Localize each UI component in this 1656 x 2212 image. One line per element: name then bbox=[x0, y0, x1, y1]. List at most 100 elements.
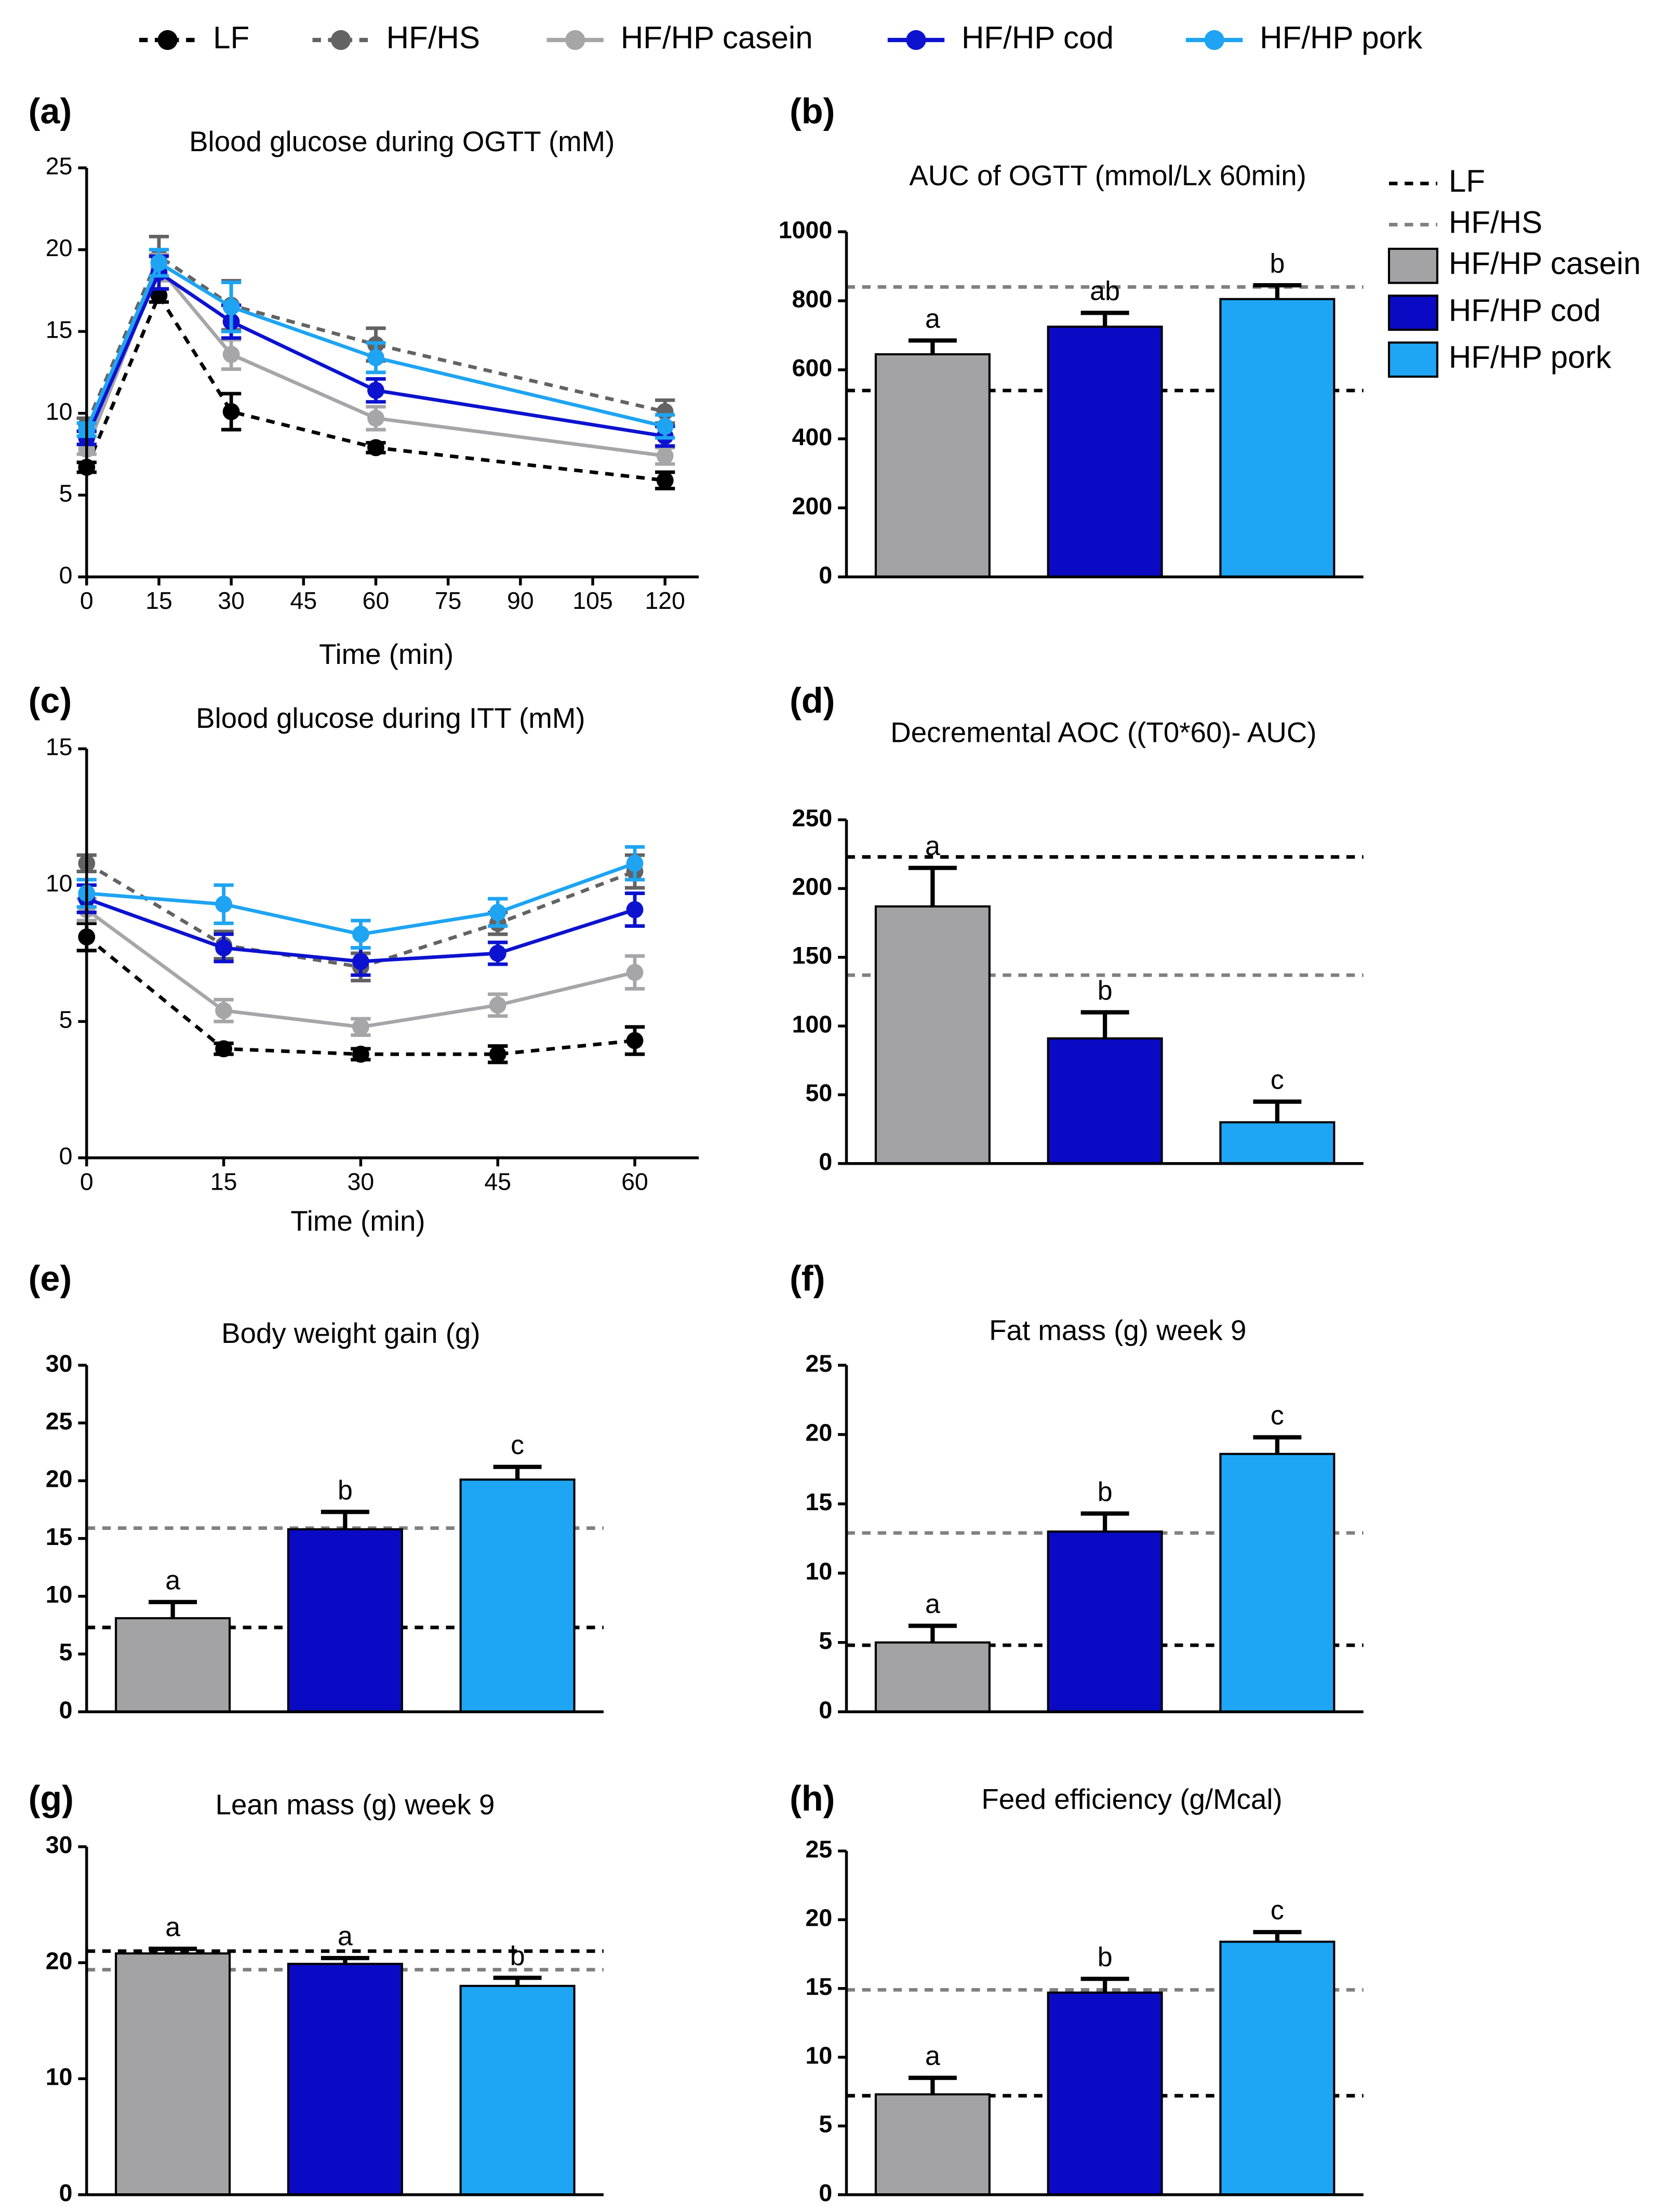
significance-label: b bbox=[1098, 1942, 1113, 1973]
data-point bbox=[215, 1002, 233, 1019]
legend-label: HF/HP cod bbox=[961, 20, 1114, 55]
x-axis-label: Time (min) bbox=[290, 1205, 425, 1237]
y-tick-label: 1000 bbox=[779, 216, 832, 243]
x-tick-label: 60 bbox=[621, 1168, 648, 1195]
x-tick-label: 45 bbox=[484, 1168, 511, 1195]
significance-label: b bbox=[338, 1475, 353, 1505]
x-tick-label: 0 bbox=[80, 587, 94, 614]
data-point bbox=[352, 1018, 369, 1036]
y-tick-label: 5 bbox=[59, 1006, 73, 1033]
data-point bbox=[215, 1040, 233, 1058]
bar bbox=[874, 905, 991, 1165]
legend-label: HF/HS bbox=[1449, 205, 1542, 239]
chart-title: Blood glucose during ITT (mM) bbox=[196, 702, 585, 734]
legend-marker bbox=[331, 30, 351, 50]
significance-label: c bbox=[1271, 1065, 1284, 1095]
y-tick-label: 20 bbox=[806, 1904, 833, 1931]
y-tick-label: 0 bbox=[59, 562, 73, 589]
error-bar bbox=[1080, 311, 1129, 327]
x-tick-label: 45 bbox=[290, 587, 317, 614]
bar bbox=[287, 1528, 403, 1713]
x-axis-label: Time (min) bbox=[319, 638, 453, 670]
y-tick-label: 15 bbox=[806, 1488, 833, 1515]
bar bbox=[1047, 1037, 1163, 1165]
chart-title: AUC of OGTT (mmol/Lx 60min) bbox=[909, 159, 1306, 192]
y-tick-label: 150 bbox=[792, 942, 833, 969]
y-tick-label: 0 bbox=[59, 1142, 73, 1169]
y-tick-label: 10 bbox=[46, 870, 73, 897]
y-tick-label: 15 bbox=[46, 316, 73, 343]
significance-label: b bbox=[510, 1941, 525, 1971]
bar bbox=[459, 1984, 576, 2196]
error-bar bbox=[908, 865, 957, 907]
bar bbox=[115, 1952, 231, 2196]
y-tick-label: 0 bbox=[819, 1148, 832, 1175]
y-tick-label: 15 bbox=[46, 1523, 73, 1550]
data-point bbox=[367, 439, 384, 457]
legend-label: LF bbox=[213, 20, 249, 55]
data-point bbox=[626, 901, 644, 918]
error-bar bbox=[1253, 1435, 1302, 1454]
data-point bbox=[215, 896, 233, 913]
data-point bbox=[352, 953, 369, 970]
y-tick-label: 50 bbox=[806, 1080, 833, 1107]
y-tick-label: 15 bbox=[806, 1973, 833, 2000]
y-tick-label: 0 bbox=[59, 2179, 73, 2206]
data-point bbox=[489, 903, 506, 921]
legend-marker bbox=[1204, 30, 1224, 50]
legend-marker bbox=[157, 30, 178, 50]
legend-label: HF/HP pork bbox=[1449, 340, 1612, 375]
legend-label: HF/HP cod bbox=[1449, 293, 1601, 328]
significance-label: b bbox=[1098, 1477, 1113, 1507]
data-point bbox=[489, 996, 506, 1014]
bar bbox=[1219, 1453, 1336, 1713]
bar bbox=[874, 1641, 991, 1713]
error-bar bbox=[149, 1600, 197, 1618]
panel-label: (d) bbox=[790, 681, 835, 721]
chart-title: Lean mass (g) week 9 bbox=[216, 1789, 495, 1821]
data-point bbox=[367, 349, 384, 366]
data-point bbox=[656, 418, 674, 435]
error-bar bbox=[1253, 1099, 1302, 1123]
error-bar bbox=[1080, 1010, 1129, 1038]
legend-label: HF/HS bbox=[386, 20, 480, 55]
bar bbox=[287, 1963, 403, 2196]
y-tick-label: 25 bbox=[46, 152, 73, 179]
panel-label: (c) bbox=[29, 681, 72, 721]
panel-label: (e) bbox=[29, 1259, 72, 1299]
error-bar bbox=[1253, 283, 1302, 299]
chart-title: Feed efficiency (g/Mcal) bbox=[981, 1783, 1282, 1815]
chart-title: Fat mass (g) week 9 bbox=[989, 1314, 1246, 1347]
legend-swatch bbox=[1387, 341, 1438, 378]
error-bar bbox=[320, 1510, 369, 1529]
y-tick-label: 10 bbox=[806, 2042, 833, 2069]
chart-title: Decremental AOC ((T0*60)- AUC) bbox=[890, 716, 1316, 748]
significance-label: a bbox=[925, 2041, 940, 2071]
legend-marker bbox=[906, 30, 926, 50]
x-tick-label: 30 bbox=[348, 1168, 375, 1195]
x-tick-label: 15 bbox=[210, 1168, 237, 1195]
error-bar bbox=[1080, 1977, 1129, 1993]
y-tick-label: 0 bbox=[819, 562, 832, 589]
data-point bbox=[222, 298, 240, 316]
legend-marker bbox=[565, 30, 585, 50]
significance-label: ab bbox=[1090, 276, 1120, 307]
x-tick-label: 0 bbox=[80, 1168, 94, 1195]
bar bbox=[459, 1478, 576, 1713]
y-tick-label: 15 bbox=[46, 734, 73, 761]
bar bbox=[1219, 298, 1336, 578]
y-tick-label: 25 bbox=[806, 1835, 833, 1862]
data-point bbox=[626, 855, 644, 872]
x-tick-label: 105 bbox=[572, 587, 613, 614]
bar bbox=[1047, 325, 1163, 578]
legend-label: HF/HP casein bbox=[1449, 246, 1641, 281]
y-tick-label: 10 bbox=[46, 1581, 73, 1608]
bar bbox=[1047, 1991, 1163, 2196]
chart-title: Blood glucose during OGTT (mM) bbox=[189, 125, 615, 157]
data-point bbox=[626, 964, 644, 981]
data-point bbox=[222, 403, 240, 420]
panel-label: (g) bbox=[29, 1779, 74, 1818]
data-point bbox=[150, 287, 168, 304]
y-tick-label: 0 bbox=[819, 1696, 832, 1723]
